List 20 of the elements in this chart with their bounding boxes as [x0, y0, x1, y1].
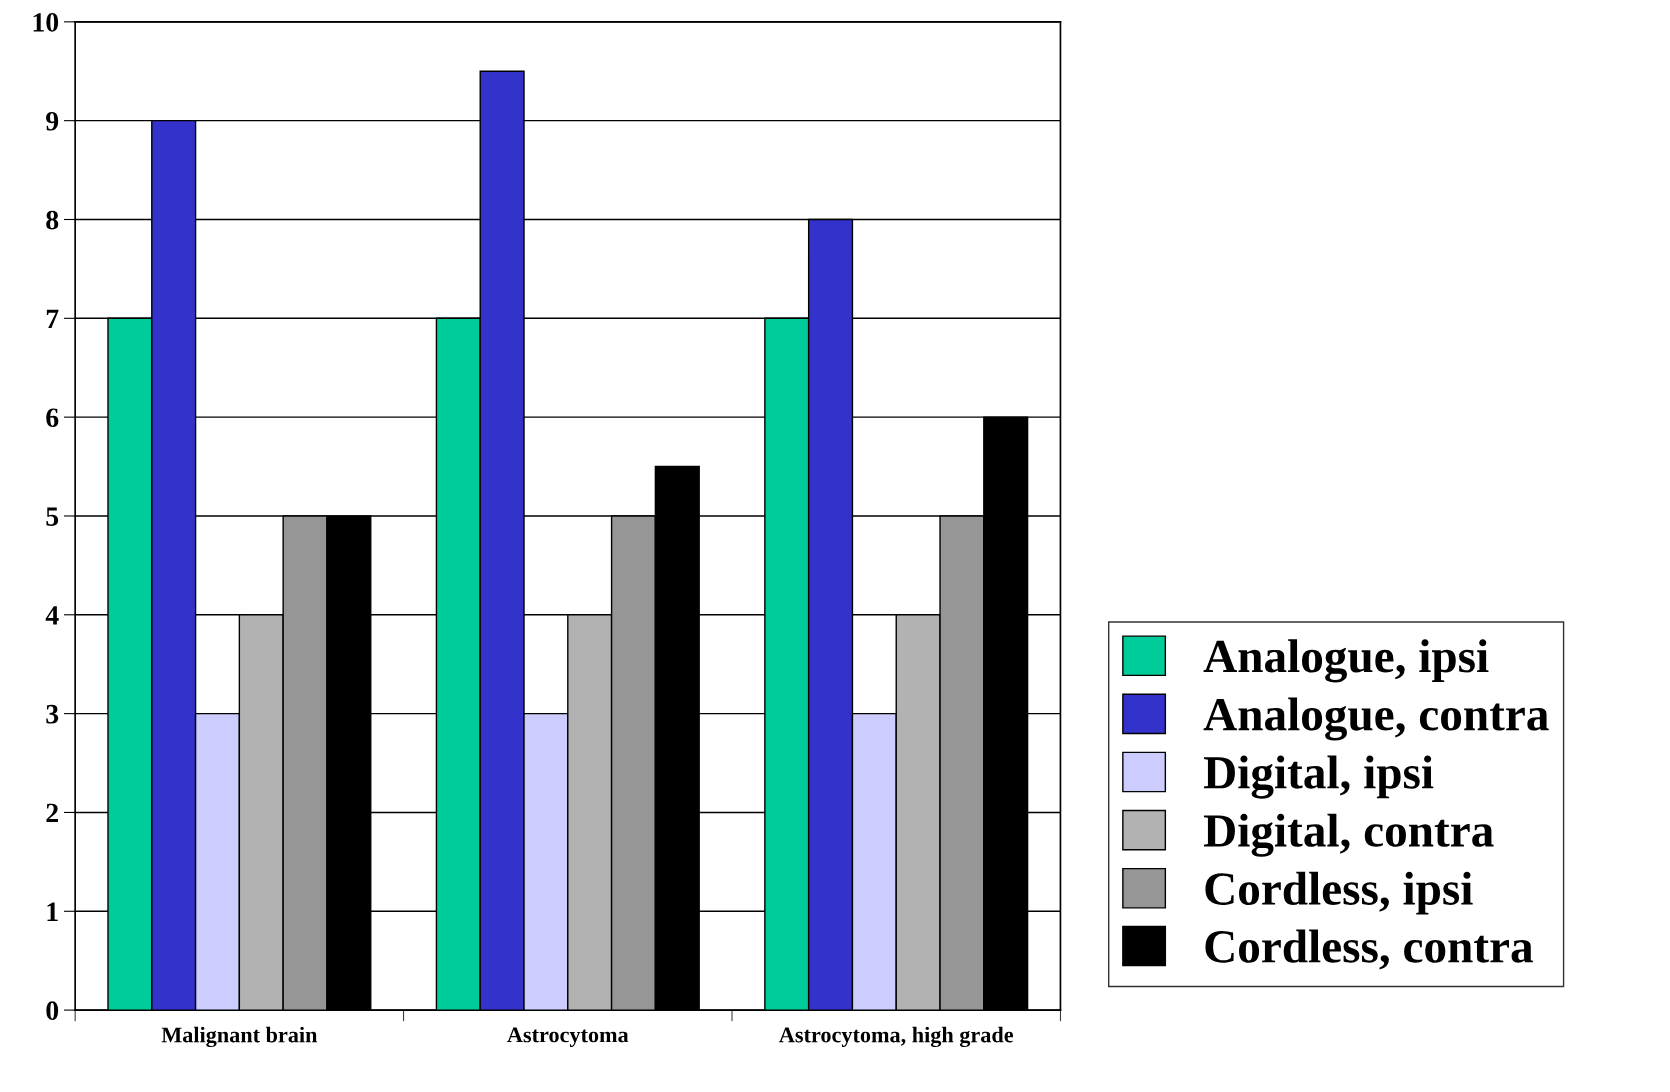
- y-tick-label: 9: [46, 111, 59, 131]
- legend-label: Cordless, contra: [1205, 929, 1533, 970]
- y-tick-label: 4: [45, 606, 59, 625]
- y-tick-label: 10: [33, 13, 59, 32]
- legend-label: Digital, ipsi: [1203, 755, 1434, 799]
- y-tick-label: 5: [46, 507, 59, 526]
- y-tick-label: 1: [47, 902, 58, 921]
- y-tick-label: 3: [46, 704, 59, 724]
- x-tick-label: Astrocytoma, high grade: [779, 1026, 1014, 1048]
- y-tick-label: 0: [46, 1001, 59, 1021]
- y-tick-label: 2: [46, 803, 58, 823]
- y-tick-label: 7: [46, 309, 59, 328]
- x-tick-label: Malignant brain: [161, 1026, 318, 1048]
- y-tick-label: 8: [46, 210, 59, 230]
- y-tick-label: 6: [46, 408, 59, 428]
- legend-label: Digital, contra: [1203, 813, 1494, 857]
- x-tick-label: Astrocytoma: [507, 1027, 629, 1047]
- legend-label: Analogue, ipsi: [1203, 639, 1489, 683]
- legend-label: Cordless, ipsi: [1205, 871, 1473, 915]
- legend-label: Analogue, contra: [1203, 697, 1549, 741]
